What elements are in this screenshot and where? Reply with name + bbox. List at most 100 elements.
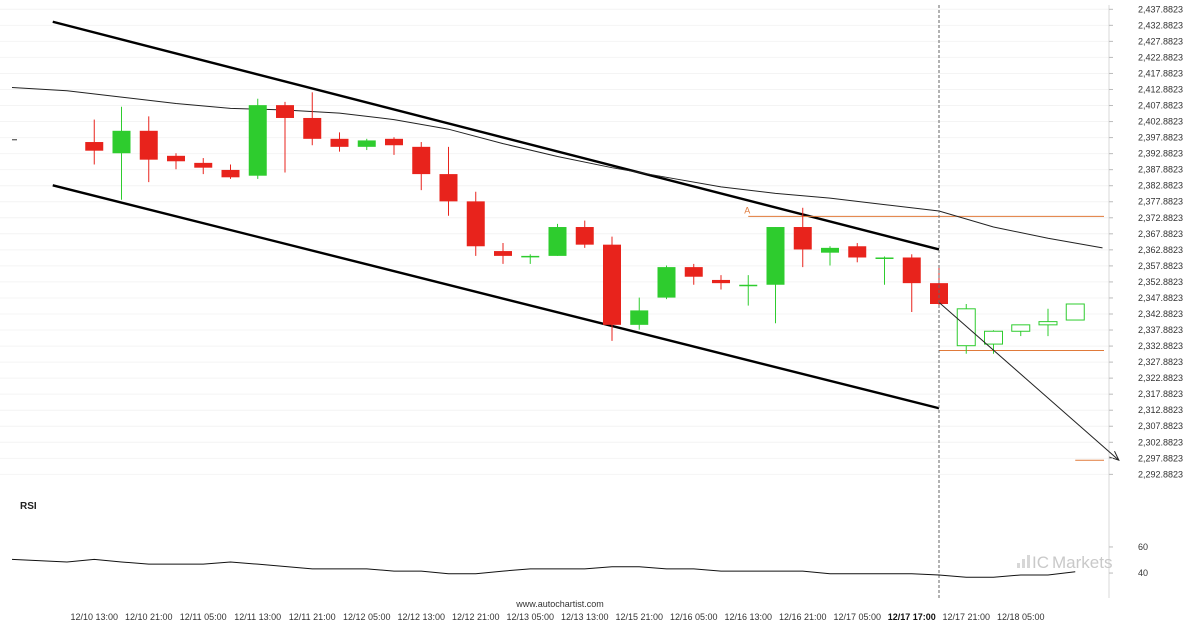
time-tick-label: 12/16 05:00 — [670, 612, 718, 622]
candle-body — [630, 310, 649, 325]
price-tick-label: 2,397.8823 — [1138, 133, 1183, 143]
price-tick-label: 2,302.8823 — [1138, 437, 1183, 447]
candle-body — [330, 138, 349, 147]
candle-body — [902, 257, 921, 284]
price-tick-label: 2,437.8823 — [1138, 4, 1183, 14]
time-tick-label: 12/12 21:00 — [452, 612, 500, 622]
candle-body — [575, 227, 594, 245]
price-tick-label: 2,292.8823 — [1138, 469, 1183, 479]
price-tick-label: 2,327.8823 — [1138, 357, 1183, 367]
time-tick-label: 12/13 05:00 — [506, 612, 554, 622]
candle-body — [603, 244, 621, 325]
rsi-panel-label: RSI — [20, 501, 37, 512]
price-tick-label: 2,322.8823 — [1138, 373, 1183, 383]
candle-body — [712, 279, 730, 284]
time-tick-label: 12/16 21:00 — [779, 612, 827, 622]
time-tick-label: 12/18 05:00 — [997, 612, 1045, 622]
price-tick-label: 2,357.8823 — [1138, 261, 1183, 271]
candle-body — [494, 251, 512, 256]
candle-body — [821, 247, 839, 253]
time-tick-label: 12/12 05:00 — [343, 612, 391, 622]
candle-body — [466, 201, 485, 247]
candle-body — [221, 169, 240, 178]
time-tick-label: 12/17 05:00 — [833, 612, 881, 622]
candle-body — [793, 227, 812, 250]
time-tick-label: 12/10 13:00 — [70, 612, 118, 622]
candle-body — [357, 140, 376, 147]
time-tick-label: 12/11 21:00 — [289, 612, 336, 622]
candle-body — [303, 117, 322, 139]
candle-body — [521, 255, 540, 258]
candle-body — [248, 105, 267, 176]
moving-average-path — [11, 87, 1103, 249]
brand-prefix: IC — [1032, 553, 1049, 572]
price-tick-label: 2,377.8823 — [1138, 197, 1183, 207]
price-tick-label: 2,372.8823 — [1138, 213, 1183, 223]
time-tick-label: 12/11 05:00 — [180, 612, 227, 622]
moving-average-line — [11, 87, 1103, 249]
rsi-indicator-line — [11, 558, 1076, 578]
time-tick-label: 12/11 13:00 — [234, 612, 281, 622]
price-tick-label: 2,402.8823 — [1138, 117, 1183, 127]
candle-body — [848, 246, 867, 258]
rsi-path — [11, 558, 1076, 578]
price-tick-label: 2,312.8823 — [1138, 405, 1183, 415]
price-tick-label: 2,392.8823 — [1138, 149, 1183, 159]
candle-body — [194, 162, 213, 168]
price-tick-label: 2,352.8823 — [1138, 277, 1183, 287]
source-watermark: www.autochartist.com — [515, 599, 604, 609]
candle-body — [412, 146, 431, 175]
candle-body — [657, 267, 676, 298]
rsi-axis: 60 40 — [1109, 542, 1148, 578]
price-tick-label: 2,387.8823 — [1138, 165, 1183, 175]
descending-channel — [52, 20, 940, 410]
price-tick-label: 2,297.8823 — [1138, 453, 1183, 463]
forecast-arrow-shaft — [938, 302, 1120, 461]
channel-lower-line — [52, 184, 940, 410]
candle-body — [548, 227, 567, 256]
candle-body — [956, 308, 976, 347]
price-tick-label: 2,432.8823 — [1138, 20, 1183, 30]
price-tick-label: 2,367.8823 — [1138, 229, 1183, 239]
candle-body — [984, 330, 1003, 345]
candle-body — [766, 227, 785, 285]
price-tick-label: 2,382.8823 — [1138, 181, 1183, 191]
candle-body — [167, 155, 185, 162]
candle-body — [875, 257, 894, 259]
candlesticks — [12, 92, 1085, 354]
candle-body — [385, 138, 403, 146]
time-tick-label: 12/17 17:00 — [888, 612, 936, 622]
channel-upper-line — [52, 20, 940, 251]
candle-body — [684, 267, 703, 277]
price-tick-label: 2,362.8823 — [1138, 245, 1183, 255]
time-tick-label: 12/17 21:00 — [942, 612, 990, 622]
price-tick-label: 2,337.8823 — [1138, 325, 1183, 335]
brand-logo: IC Markets — [1017, 553, 1112, 572]
candle-body — [930, 283, 948, 304]
time-tick-label: 12/10 21:00 — [125, 612, 173, 622]
candle-body — [85, 142, 104, 151]
pattern-marker-label: A — [744, 205, 750, 215]
time-tick-label: 12/13 13:00 — [561, 612, 609, 622]
brand-suffix: Markets — [1052, 553, 1112, 572]
price-tick-label: 2,412.8823 — [1138, 84, 1183, 94]
candle-body — [1011, 324, 1031, 332]
price-tick-label: 2,317.8823 — [1138, 389, 1183, 399]
candle-body — [439, 174, 458, 202]
time-tick-label: 12/15 21:00 — [615, 612, 663, 622]
price-tick-label: 2,417.8823 — [1138, 68, 1183, 78]
candle-body — [1065, 303, 1085, 321]
candle-body — [112, 130, 131, 154]
price-tick-label: 2,427.8823 — [1138, 36, 1183, 46]
price-tick-label: 2,422.8823 — [1138, 52, 1183, 62]
candle-body — [139, 130, 158, 160]
candle-body — [276, 105, 294, 118]
price-tick-label: 2,407.8823 — [1138, 101, 1183, 111]
time-axis: 12/10 13:00 12/10 21:00 12/11 05:00 12/11 1… — [70, 612, 1044, 622]
rsi-tick-label: 40 — [1138, 568, 1148, 578]
price-axis: 2,437.8823 2,432.8823 2,427.8823 2,422.8823… — [1109, 4, 1183, 479]
price-tick-label: 2,347.8823 — [1138, 293, 1183, 303]
time-tick-label: 12/12 13:00 — [397, 612, 445, 622]
price-tick-label: 2,307.8823 — [1138, 421, 1183, 431]
